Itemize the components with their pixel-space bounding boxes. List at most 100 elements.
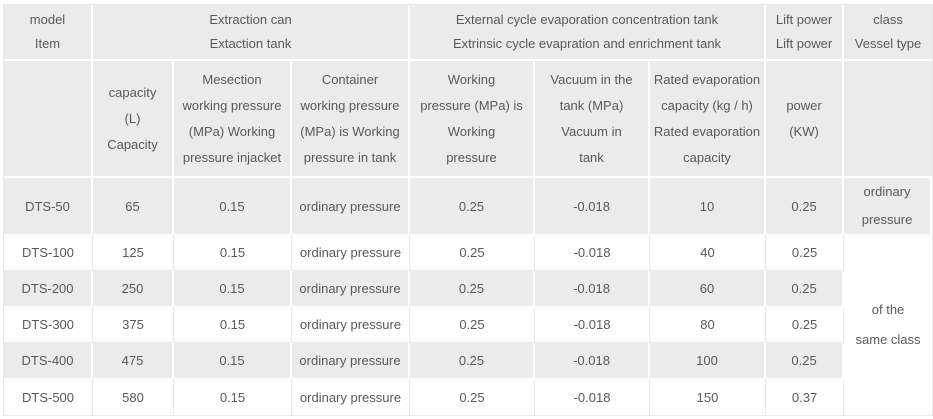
header-line: Extrinsic cycle evapration and enrichmen… <box>452 36 722 51</box>
header-evaporation-capacity: Rated evaporation capacity (kg / h) Rate… <box>650 61 767 178</box>
cell-jacket-pressure: 0.15 <box>174 178 292 235</box>
table-row-dts-300: DTS-300 375 0.15 ordinary pressure 0.25 … <box>4 307 932 343</box>
cell-tank-pressure: ordinary pressure <box>292 343 410 379</box>
header-line: Working <box>447 71 496 87</box>
header-empty-model <box>4 61 93 178</box>
cell-model: DTS-300 <box>4 307 93 343</box>
header-line: pressure (MPa) is <box>420 97 523 113</box>
cell-capacity: 125 <box>93 235 174 271</box>
cell-tank-pressure: ordinary pressure <box>292 379 410 415</box>
header-line: capacity (kg / h) <box>661 97 753 113</box>
header-line: Container <box>321 71 379 87</box>
header-line: (MPa) is Working <box>300 123 400 139</box>
cell-capacity: 475 <box>93 343 174 379</box>
cell-model: DTS-500 <box>4 379 93 415</box>
header-line: capacity <box>683 149 731 165</box>
cell-tank-pressure: ordinary pressure <box>292 178 410 235</box>
header-power: power (KW) <box>766 61 845 178</box>
cell-capacity: 65 <box>93 178 174 235</box>
cell-vacuum: -0.018 <box>535 379 650 415</box>
cell-power: 0.25 <box>766 343 845 379</box>
header-line: pressure in tank <box>303 149 397 165</box>
cell-working-pressure: 0.25 <box>410 271 535 307</box>
cell-power: 0.25 <box>766 307 845 343</box>
header-line: pressure <box>446 149 497 165</box>
cell-model: DTS-50 <box>4 178 93 235</box>
table-row-dts-400: DTS-400 475 0.15 ordinary pressure 0.25 … <box>4 343 932 379</box>
cell-vacuum: -0.018 <box>535 343 650 379</box>
class-line: pressure <box>861 212 913 227</box>
cell-evaporation: 100 <box>650 343 767 379</box>
cell-model: DTS-200 <box>4 271 93 307</box>
header-capacity: capacity (L) Capacity <box>93 61 174 178</box>
cell-capacity: 580 <box>93 379 174 415</box>
header-line: Rated evaporation <box>653 123 761 139</box>
cell-model: DTS-100 <box>4 235 93 271</box>
header-row-1: model Item Extraction can Extaction tank… <box>4 5 933 61</box>
cell-capacity: 375 <box>93 307 174 343</box>
cell-evaporation: 10 <box>650 178 767 235</box>
header-line: Extaction tank <box>209 36 292 51</box>
product-spec-table: model Item Extraction can Extaction tank… <box>3 4 933 416</box>
header-line: (L) <box>124 110 141 126</box>
cell-jacket-pressure: 0.15 <box>174 235 292 271</box>
header-external-cycle-tank: External cycle evaporation concentration… <box>410 5 767 61</box>
header-line: Vacuum in <box>561 123 622 139</box>
header-working-pressure: Working pressure (MPa) is Working pressu… <box>410 61 535 178</box>
table-row-dts-500: DTS-500 580 0.15 ordinary pressure 0.25 … <box>4 379 932 415</box>
cell-power: 0.37 <box>766 379 845 415</box>
header-class-vessel-type: class Vessel type <box>844 5 933 61</box>
header-jacket-pressure: Mesection working pressure (MPa) Working… <box>174 61 292 178</box>
header-line: model <box>29 12 66 27</box>
cell-evaporation: 40 <box>650 235 767 271</box>
cell-evaporation: 60 <box>650 271 767 307</box>
header-line: Vacuum in the <box>550 71 633 87</box>
header-row-2: capacity (L) Capacity Mesection working … <box>4 61 933 178</box>
header-line: capacity <box>108 84 157 100</box>
cell-vacuum: -0.018 <box>535 235 650 271</box>
header-line: power <box>786 97 822 113</box>
header-line: tank (MPa) <box>559 97 624 113</box>
cell-jacket-pressure: 0.15 <box>174 343 292 379</box>
header-line: Item <box>34 36 61 51</box>
table-row-dts-200: DTS-200 250 0.15 ordinary pressure 0.25 … <box>4 271 932 307</box>
header-line: working pressure <box>300 97 400 113</box>
cell-evaporation: 80 <box>650 307 767 343</box>
header-line: Vessel type <box>854 36 922 51</box>
cell-jacket-pressure: 0.15 <box>174 307 292 343</box>
header-line: Lift power <box>775 12 833 27</box>
class-line: ordinary <box>863 184 911 199</box>
cell-jacket-pressure: 0.15 <box>174 379 292 415</box>
header-line: Mesection <box>202 71 262 87</box>
cell-vessel-class: ordinary pressure <box>844 178 933 235</box>
header-tank-pressure: Container working pressure (MPa) is Work… <box>292 61 410 178</box>
header-line: External cycle evaporation concentration… <box>455 12 719 27</box>
header-line: (KW) <box>789 123 819 139</box>
cell-tank-pressure: ordinary pressure <box>292 271 410 307</box>
cell-vacuum: -0.018 <box>535 178 650 235</box>
cell-working-pressure: 0.25 <box>410 307 535 343</box>
header-line: pressure injacket <box>182 149 282 165</box>
header-line: Rated evaporation <box>653 71 761 87</box>
cell-vessel-class-merged: of the same class <box>844 235 933 415</box>
cell-vacuum: -0.018 <box>535 307 650 343</box>
class-line: of the <box>871 302 905 317</box>
header-empty-class <box>844 61 933 178</box>
cell-jacket-pressure: 0.15 <box>174 271 292 307</box>
cell-evaporation: 150 <box>650 379 767 415</box>
header-extraction-tank: Extraction can Extaction tank <box>93 5 410 61</box>
header-line: tank <box>579 149 604 165</box>
header-lift-power: Lift power Lift power <box>766 5 845 61</box>
cell-capacity: 250 <box>93 271 174 307</box>
class-line: same class <box>855 332 921 347</box>
header-line: working pressure <box>182 97 282 113</box>
cell-power: 0.25 <box>766 235 845 271</box>
table-row-dts-100: DTS-100 125 0.15 ordinary pressure 0.25 … <box>4 235 933 415</box>
header-line: (MPa) Working <box>188 123 276 139</box>
header-line: Lift power <box>775 36 833 51</box>
cell-vacuum: -0.018 <box>535 271 650 307</box>
header-line: Capacity <box>107 136 158 152</box>
cell-power: 0.25 <box>766 178 845 235</box>
table-row-dts-50: DTS-50 65 0.15 ordinary pressure 0.25 -0… <box>4 178 933 235</box>
